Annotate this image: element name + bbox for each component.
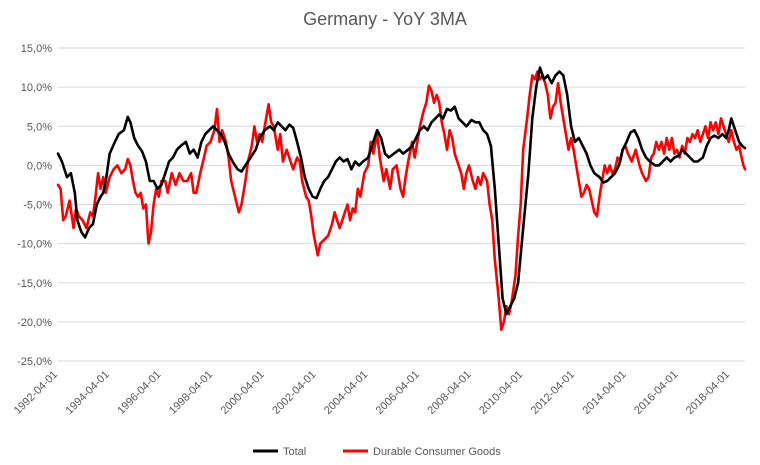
chart-title: Germany - YoY 3MA (303, 9, 467, 29)
x-tick-label: 2014-04-01 (580, 369, 628, 417)
y-axis-ticks: 15,0% 10,0% 5,0% 0,0% -5,0% -10,0% -15,0% -20,0… (17, 43, 52, 368)
y-tick-label: -10,0% (17, 239, 52, 251)
x-tick-label: 2018-04-01 (684, 369, 732, 417)
x-tick-label: 2000-04-01 (219, 369, 267, 417)
grid-lines (58, 47, 745, 362)
series-lines (56, 66, 747, 331)
x-tick-label: 1998-04-01 (167, 369, 215, 417)
legend: Total Durable Consumer Goods (253, 446, 501, 458)
x-tick-label: 1996-04-01 (115, 369, 163, 417)
x-axis-ticks: 1992-04-01 1994-04-01 1996-04-01 1998-04-01… (12, 369, 732, 417)
x-tick-label: 2008-04-01 (425, 369, 473, 417)
series-line-durable-consumer-goods (56, 70, 747, 331)
x-tick-label: 2004-04-01 (322, 369, 370, 417)
y-tick-label: -5,0% (23, 200, 52, 212)
y-tick-label: 5,0% (27, 121, 52, 133)
legend-label-total: Total (283, 446, 306, 458)
x-tick-label: 2006-04-01 (374, 369, 422, 417)
x-tick-label: 1994-04-01 (64, 369, 112, 417)
x-tick-label: 2002-04-01 (270, 369, 318, 417)
y-tick-label: 10,0% (21, 82, 52, 94)
x-tick-label: 2010-04-01 (477, 369, 525, 417)
x-tick-label: 1992-04-01 (12, 369, 60, 417)
y-tick-label: -20,0% (17, 317, 52, 329)
x-tick-label: 2016-04-01 (632, 369, 680, 417)
x-tick-label: 2012-04-01 (529, 369, 577, 417)
y-tick-label: 15,0% (21, 43, 52, 55)
y-tick-label: -15,0% (17, 278, 52, 290)
legend-label-durable-consumer-goods: Durable Consumer Goods (373, 446, 501, 458)
y-tick-label: 0,0% (27, 160, 52, 172)
y-tick-label: -25,0% (17, 356, 52, 368)
series-line-total (56, 66, 747, 316)
